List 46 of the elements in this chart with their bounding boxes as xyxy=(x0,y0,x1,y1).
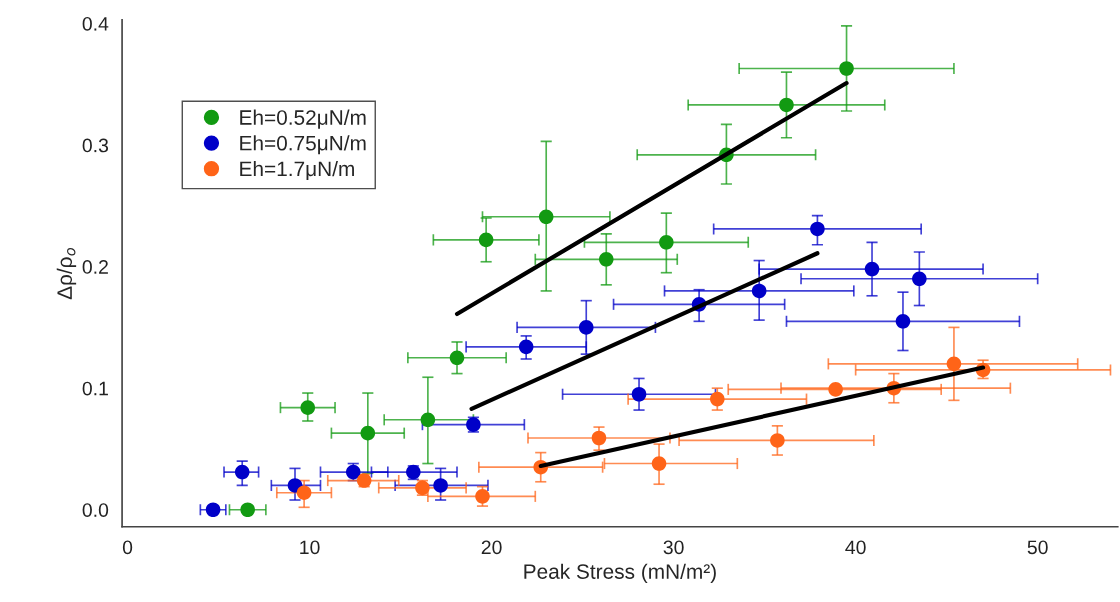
y-tick-label: 0.0 xyxy=(82,503,109,517)
x-tick-label: 20 xyxy=(481,540,502,555)
legend-label: Eh=0.75μN/m xyxy=(240,135,366,155)
point xyxy=(591,430,607,446)
point xyxy=(478,232,494,248)
x-tick-label: 40 xyxy=(845,540,866,555)
point xyxy=(770,433,785,448)
point xyxy=(946,356,962,372)
point xyxy=(296,485,312,500)
point xyxy=(234,464,250,480)
y-axis-title: Δρ/ρ$_{o}$ xyxy=(56,248,77,300)
point xyxy=(751,283,767,299)
point xyxy=(839,61,854,76)
point xyxy=(538,209,554,225)
x-tick-label: 0 xyxy=(122,540,133,555)
point xyxy=(895,314,911,329)
point xyxy=(912,271,927,287)
y-tick-label: 0.3 xyxy=(82,138,109,153)
point xyxy=(659,235,674,250)
point xyxy=(433,478,448,493)
point xyxy=(598,252,614,267)
point xyxy=(779,97,794,113)
point xyxy=(420,412,436,428)
x-tick-label: 50 xyxy=(1027,540,1048,555)
x-tick-label: 30 xyxy=(663,540,684,555)
point xyxy=(300,400,316,415)
point xyxy=(864,261,880,277)
x-axis-title: Peak Stress (mN/m²) xyxy=(524,563,716,584)
legend-label: Eh=0.52μN/m xyxy=(240,109,366,129)
point xyxy=(360,425,376,441)
point xyxy=(518,339,534,355)
point xyxy=(631,386,647,402)
point xyxy=(651,456,667,471)
point xyxy=(475,489,490,504)
point xyxy=(205,502,221,518)
y-tick-label: 0.1 xyxy=(82,381,108,396)
legend-label: Eh=1.7μN/m xyxy=(240,160,354,181)
point xyxy=(240,502,255,518)
x-tick-label: 10 xyxy=(300,540,320,555)
point xyxy=(710,391,725,407)
point xyxy=(828,382,843,397)
point xyxy=(810,221,825,237)
y-tick-label: 0.4 xyxy=(82,16,109,31)
point xyxy=(449,350,465,366)
point xyxy=(578,320,594,335)
y-tick-label: 0.2 xyxy=(82,260,108,274)
